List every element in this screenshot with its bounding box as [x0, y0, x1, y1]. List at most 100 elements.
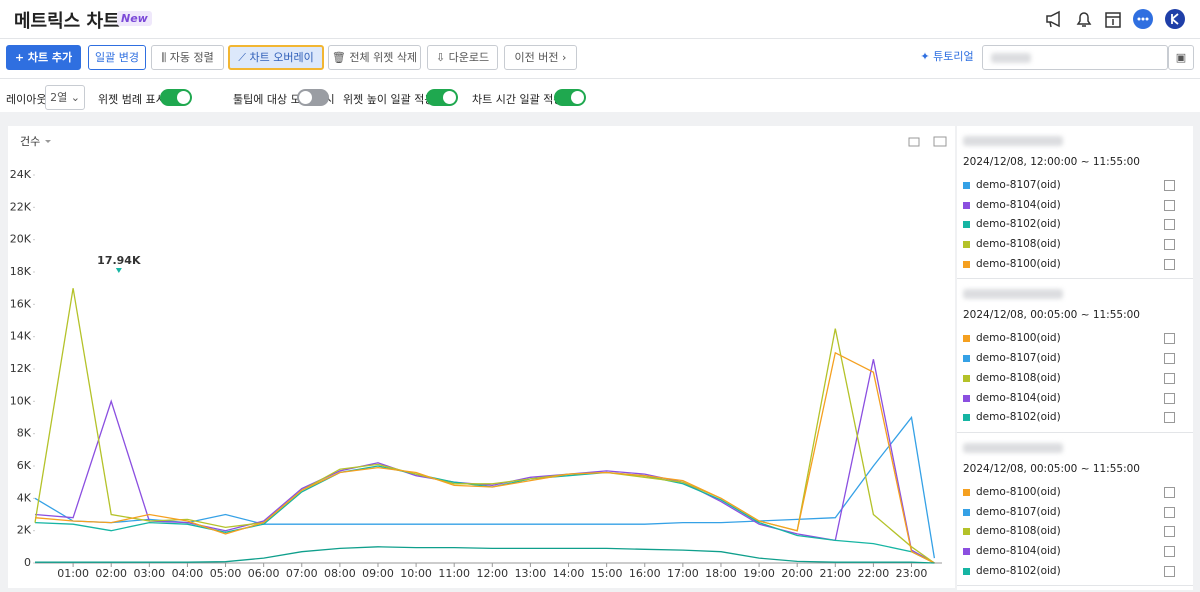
- table-icon[interactable]: [1164, 180, 1175, 191]
- legend-item: demo-8108(oid): [963, 369, 1193, 389]
- legend-swatch: [963, 221, 970, 229]
- button-label: 이전 버전: [514, 51, 559, 64]
- x-tick-label: 10:00: [400, 567, 432, 580]
- table-icon[interactable]: [1164, 412, 1175, 424]
- legend-item: demo-8102(oid): [963, 408, 1193, 428]
- y-axis-label: 건수: [20, 135, 40, 148]
- tutorial-button[interactable]: ✦ 튜토리얼: [918, 45, 976, 70]
- announce-icon[interactable]: [1045, 10, 1063, 28]
- button-label: 다운로드: [448, 51, 490, 64]
- button-label: 자동 정렬: [169, 51, 214, 64]
- x-tick-label: 16:00: [629, 567, 661, 580]
- x-tick-label: 03:00: [133, 567, 165, 580]
- table-icon[interactable]: [1164, 392, 1175, 404]
- time-range: 2024/12/08, 12:00:00 ~ 11:55:00: [963, 156, 1140, 168]
- table-icon[interactable]: [1164, 486, 1175, 498]
- x-tick-label: 13:00: [515, 567, 547, 580]
- csv-icon[interactable]: [933, 136, 947, 147]
- legend-item: demo-8104(oid): [963, 389, 1193, 409]
- toggle-switch[interactable]: [297, 89, 329, 106]
- legend-item: demo-8104(oid): [963, 542, 1193, 562]
- x-tick-label: 04:00: [172, 567, 204, 580]
- x-tick-label: 12:00: [476, 567, 508, 580]
- x-tick-label: 08:00: [324, 567, 356, 580]
- legend-item: demo-8104(oid): [963, 196, 1193, 216]
- legend-group: 2024/12/08, 00:05:00 ~ 11:55:00 demo-8100…: [957, 433, 1193, 587]
- y-tick-label: 20K: [10, 233, 32, 246]
- toggle-knob: [571, 91, 584, 104]
- previous-version-button[interactable]: 이전 버전 ›: [504, 45, 577, 70]
- legend-name: demo-8100(oid): [976, 257, 1061, 270]
- table-icon[interactable]: [1164, 219, 1175, 231]
- table-icon[interactable]: [1164, 199, 1175, 211]
- legend-swatch: [963, 488, 970, 496]
- table-icon[interactable]: [1164, 372, 1175, 384]
- snapshot-icon[interactable]: [908, 137, 920, 147]
- legend-name: demo-8108(oid): [976, 525, 1061, 538]
- x-tick-label: 14:00: [553, 567, 585, 580]
- x-tick-label: 11:00: [438, 567, 470, 580]
- series-line: [34, 351, 935, 564]
- legend-name: demo-8108(oid): [976, 238, 1061, 251]
- series-line: [34, 415, 936, 559]
- toggle-switch[interactable]: [554, 89, 586, 106]
- y-tick-label: 6K: [17, 459, 32, 472]
- legend-item: demo-8107(oid): [963, 176, 1193, 196]
- x-tick-label: 15:00: [591, 567, 623, 580]
- layout-select[interactable]: 2열 ⌄: [45, 85, 85, 110]
- save-button[interactable]: ▣: [1168, 45, 1194, 70]
- bell-icon[interactable]: [1075, 10, 1093, 28]
- calendar-icon[interactable]: [1104, 10, 1122, 28]
- toggle-knob: [177, 91, 190, 104]
- download-button[interactable]: ⇩ 다운로드: [427, 45, 498, 70]
- legend-item: demo-8102(oid): [963, 215, 1193, 235]
- legend-name: demo-8104(oid): [976, 544, 1061, 557]
- blurred-title: [963, 442, 1063, 453]
- y-tick-label: 18K: [10, 265, 32, 278]
- auto-sort-button[interactable]: ⫼ 자동 정렬: [151, 45, 224, 70]
- toggle-switch[interactable]: [160, 89, 192, 106]
- delete-all-button[interactable]: 🗑 전체 위젯 삭제: [328, 45, 421, 70]
- button-label: 전체 위젯 삭제: [349, 51, 418, 64]
- legend-item: demo-8102(oid): [963, 562, 1193, 582]
- user-avatar[interactable]: [1165, 9, 1185, 29]
- y-tick-label: 14K: [10, 330, 32, 343]
- y-tick-label: 24K: [10, 168, 32, 181]
- legend-swatch: [963, 414, 970, 422]
- x-tick-label: 05:00: [210, 567, 242, 580]
- x-tick-label: 17:00: [667, 567, 699, 580]
- peak-marker: [115, 267, 122, 273]
- blurred-title: [963, 289, 1063, 300]
- table-icon[interactable]: [1164, 333, 1175, 345]
- table-icon[interactable]: [1164, 258, 1175, 270]
- more-icon[interactable]: [1133, 9, 1153, 29]
- button-label: 튜토리얼: [933, 50, 974, 63]
- blurred-text: [991, 53, 1031, 63]
- bulk-edit-button[interactable]: 일괄 변경: [88, 45, 146, 70]
- legend-swatch: [963, 335, 970, 343]
- chart-overlay-button[interactable]: ⟋ 차트 오버레이: [228, 45, 324, 70]
- toggle-knob: [443, 91, 456, 104]
- chart: 건수 0 2K 4K 6K 8K 10K 12K 14K 16K 18K 20K 22K 24K 01:0…: [10, 135, 947, 580]
- legend-swatch: [963, 182, 970, 189]
- table-icon[interactable]: [1164, 565, 1175, 577]
- add-chart-button[interactable]: + 차트 추가: [6, 45, 81, 70]
- table-icon[interactable]: [1164, 353, 1175, 365]
- legend-item: demo-8100(oid): [963, 329, 1193, 349]
- legend-item: demo-8107(oid): [963, 503, 1193, 523]
- toggle-switch[interactable]: [426, 89, 458, 106]
- table-icon[interactable]: [1164, 526, 1175, 538]
- legend-swatch: [963, 241, 970, 249]
- dropdown-caret[interactable]: [45, 140, 51, 143]
- layout-label: 레이아웃: [6, 93, 47, 106]
- legend-item: demo-8108(oid): [963, 522, 1193, 542]
- table-icon[interactable]: [1164, 506, 1175, 518]
- preset-select[interactable]: [982, 45, 1168, 70]
- table-icon[interactable]: [1164, 545, 1175, 557]
- legend-swatch: [963, 260, 970, 268]
- legend-name: demo-8108(oid): [976, 371, 1061, 384]
- legend-swatch: [963, 394, 970, 402]
- x-tick-label: 07:00: [286, 567, 318, 580]
- table-icon[interactable]: [1164, 239, 1175, 251]
